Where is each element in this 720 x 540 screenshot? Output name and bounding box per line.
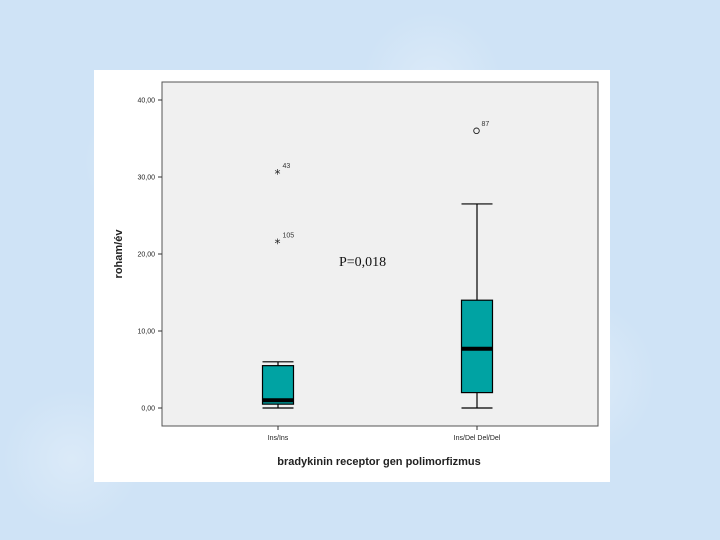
chart-figure: 0,00 10,00 20,00 30,00 40,00 * 43 * 105 87 Ins/I… bbox=[94, 70, 610, 482]
y-axis-title: roham/év bbox=[113, 229, 125, 279]
outlier-label: 87 bbox=[482, 121, 490, 128]
y-tick-label: 30,00 bbox=[137, 175, 155, 182]
y-tick-label: 40,00 bbox=[137, 98, 155, 105]
outlier-label: 43 bbox=[283, 163, 291, 170]
y-tick-label: 20,00 bbox=[137, 252, 155, 259]
extreme-outlier-marker: * bbox=[275, 236, 281, 250]
y-tick-label: 10,00 bbox=[137, 329, 155, 336]
x-tick-label: Ins/Ins bbox=[268, 435, 289, 442]
p-value-annotation: P=0,018 bbox=[339, 255, 386, 270]
outlier-label: 105 bbox=[283, 232, 295, 239]
y-tick-label: 0,00 bbox=[141, 406, 155, 413]
extreme-outlier-marker: * bbox=[275, 167, 281, 181]
outlier-marker bbox=[473, 127, 480, 135]
box-1 bbox=[261, 361, 295, 409]
x-axis-title: bradykinin receptor gen polimorfizmus bbox=[277, 456, 481, 468]
iqr-box bbox=[261, 365, 295, 405]
iqr-box bbox=[460, 299, 494, 394]
x-tick-label: Ins/Del Del/Del bbox=[454, 435, 501, 442]
box-2 bbox=[460, 203, 494, 409]
plot-area bbox=[161, 81, 599, 427]
